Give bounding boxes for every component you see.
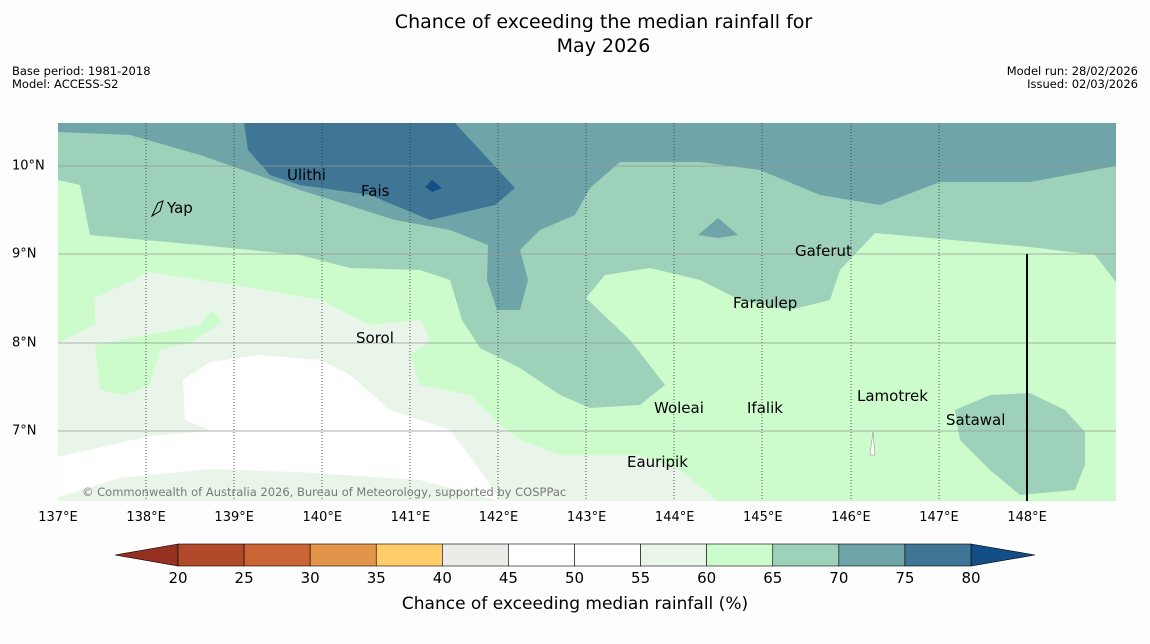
region-75-80 [244,123,515,220]
colorbar-swatch [508,543,575,567]
colorbar-tick-label: 50 [564,569,585,587]
lon-tick-label: 146°E [831,510,871,525]
colorbar-tick-label: 65 [763,569,783,587]
colorbar-tick-label: 20 [168,569,188,587]
lat-tick-label: 8°N [12,335,37,351]
place-label-woleai: Woleai [654,399,704,417]
colorbar-swatch [442,543,509,567]
region-50-55 [58,355,500,501]
model-name: Model: ACCESS-S2 [12,77,119,91]
colorbar-swatch [904,543,972,567]
colorbar-swatch [243,543,311,567]
colorbar-over-arrow [970,543,1036,567]
place-label-fais: Fais [361,182,390,200]
colorbar-swatch [375,543,443,567]
place-label-lamotrek: Lamotrek [857,387,928,405]
place-label-eauripik: Eauripik [627,453,688,471]
region-70-75-patch [698,218,738,238]
region-80-plus [425,180,442,192]
place-label-yap: Yap [167,199,193,217]
copyright-notice: © Commonwealth of Australia 2026, Bureau… [82,485,567,499]
region-55-60-strip [58,469,500,501]
colorbar-tick-label: 40 [432,569,452,587]
lon-tick-label: 139°E [214,510,254,525]
lon-tick-label: 147°E [919,510,959,525]
colorbar-tick-label: 75 [895,569,915,587]
lon-tick-label: 145°E [743,510,783,525]
place-label-faraulep: Faraulep [733,294,798,312]
lat-tick-label: 7°N [12,423,37,439]
colorbar-title: Chance of exceeding median rainfall (%) [401,594,749,614]
lon-tick-label: 143°E [566,510,607,525]
lon-tick-label: 142°E [478,510,519,525]
lon-tick-label: 141°E [390,510,431,525]
lon-tick-label: 138°E [126,510,166,525]
lat-tick-label: 9°N [12,246,37,262]
colorbar-swatch [838,543,906,567]
run-info: Model run: 28/02/2026 Issued: 02/03/2026 [1007,65,1138,91]
place-label-satawal: Satawal [946,411,1006,429]
lon-tick-label: 140°E [302,510,343,525]
lon-tick-label: 148°E [1007,510,1047,525]
colorbar-swatch [640,543,707,567]
map-title: Chance of exceeding the median rainfall … [0,10,1150,58]
colorbar-tick-label: 70 [829,569,849,587]
colorbar-swatch [574,543,641,567]
title-line-2: May 2026 [556,35,651,57]
colorbar [114,543,1036,567]
colorbar-tick-label: 30 [300,569,320,587]
colorbar-tick-label: 35 [366,569,386,587]
colorbar-swatch [772,543,840,567]
colorbar-tick-label: 55 [631,569,651,587]
place-label-sorol: Sorol [356,329,394,347]
colorbar-swatch [177,543,245,567]
longitude-gridlines [145,123,940,501]
issued-date: Issued: 02/03/2026 [1027,77,1138,91]
colorbar-tick-label: 45 [498,569,518,587]
region-65-70-east [955,393,1085,495]
lon-tick-label: 144°E [654,510,695,525]
place-label-ulithi: Ulithi [287,166,326,184]
island-outline [869,431,876,456]
colorbar-swatch [309,543,377,567]
lat-tick-label: 10°N [12,158,45,174]
base-info: Base period: 1981-2018 Model: ACCESS-S2 [12,65,151,91]
lon-tick-label: 137°E [38,510,78,525]
colorbar-under-arrow [114,543,179,567]
colorbar-tick-label: 60 [697,569,717,587]
colorbar-tick-label: 80 [961,569,981,587]
title-line-1: Chance of exceeding the median rainfall … [394,11,813,33]
model-run: Model run: 28/02/2026 [1006,64,1138,78]
colorbar-tick-label: 25 [234,569,254,587]
base-period: Base period: 1981-2018 [12,64,151,78]
colorbar-swatch [706,543,774,567]
region-60-65-patch [95,310,222,395]
place-label-ifalik: Ifalik [747,399,783,417]
place-label-gaferut: Gaferut [795,242,852,260]
yap-island-outline [150,200,164,218]
